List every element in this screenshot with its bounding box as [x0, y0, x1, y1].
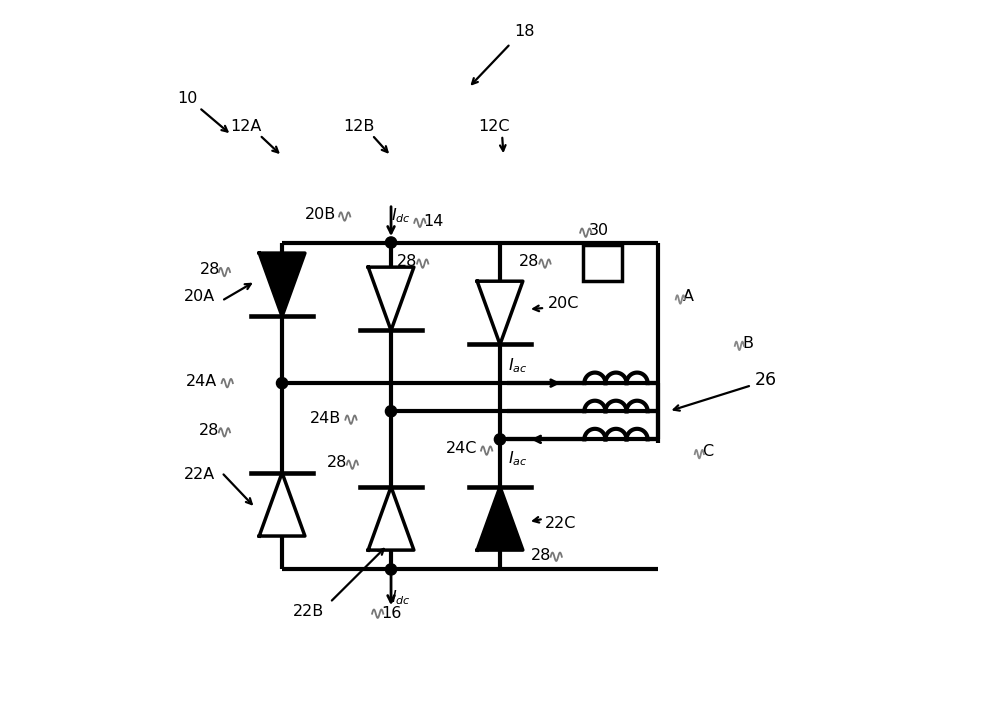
Text: 22C: 22C — [545, 516, 576, 531]
Text: 20A: 20A — [183, 289, 215, 304]
Text: 28: 28 — [200, 262, 221, 278]
Circle shape — [276, 378, 288, 389]
Circle shape — [385, 564, 397, 575]
Text: $I_{dc}$: $I_{dc}$ — [391, 588, 411, 607]
Text: 18: 18 — [514, 24, 535, 39]
Text: 24C: 24C — [446, 441, 477, 456]
Text: 28: 28 — [199, 423, 219, 438]
Text: 20B: 20B — [305, 207, 336, 222]
Text: 20C: 20C — [548, 296, 579, 311]
Text: 12B: 12B — [344, 119, 375, 134]
Circle shape — [494, 434, 506, 445]
Text: A: A — [683, 289, 694, 304]
Polygon shape — [477, 487, 523, 550]
Text: $I_{ac}$: $I_{ac}$ — [508, 356, 527, 375]
Text: B: B — [742, 335, 753, 351]
Text: 16: 16 — [381, 605, 401, 621]
Circle shape — [385, 237, 397, 248]
Text: $I_{dc}$: $I_{dc}$ — [391, 207, 411, 225]
Polygon shape — [259, 253, 305, 316]
Text: $I_{ac}$: $I_{ac}$ — [508, 450, 527, 468]
Text: 12C: 12C — [479, 119, 510, 134]
Text: 28: 28 — [327, 455, 347, 470]
Text: 28: 28 — [531, 548, 551, 563]
Text: 26: 26 — [755, 370, 777, 389]
Text: C: C — [703, 444, 714, 459]
Bar — [583, 245, 622, 281]
Text: 30: 30 — [588, 223, 608, 238]
Text: 24A: 24A — [186, 373, 217, 389]
Circle shape — [385, 406, 397, 417]
Text: 14: 14 — [423, 214, 443, 229]
Text: 28: 28 — [519, 254, 540, 269]
Text: 28: 28 — [397, 254, 417, 269]
Text: 10: 10 — [177, 91, 197, 106]
Text: 24B: 24B — [310, 411, 341, 426]
Text: 22B: 22B — [293, 604, 324, 619]
Text: 22A: 22A — [183, 467, 215, 482]
Text: 12A: 12A — [230, 119, 261, 134]
